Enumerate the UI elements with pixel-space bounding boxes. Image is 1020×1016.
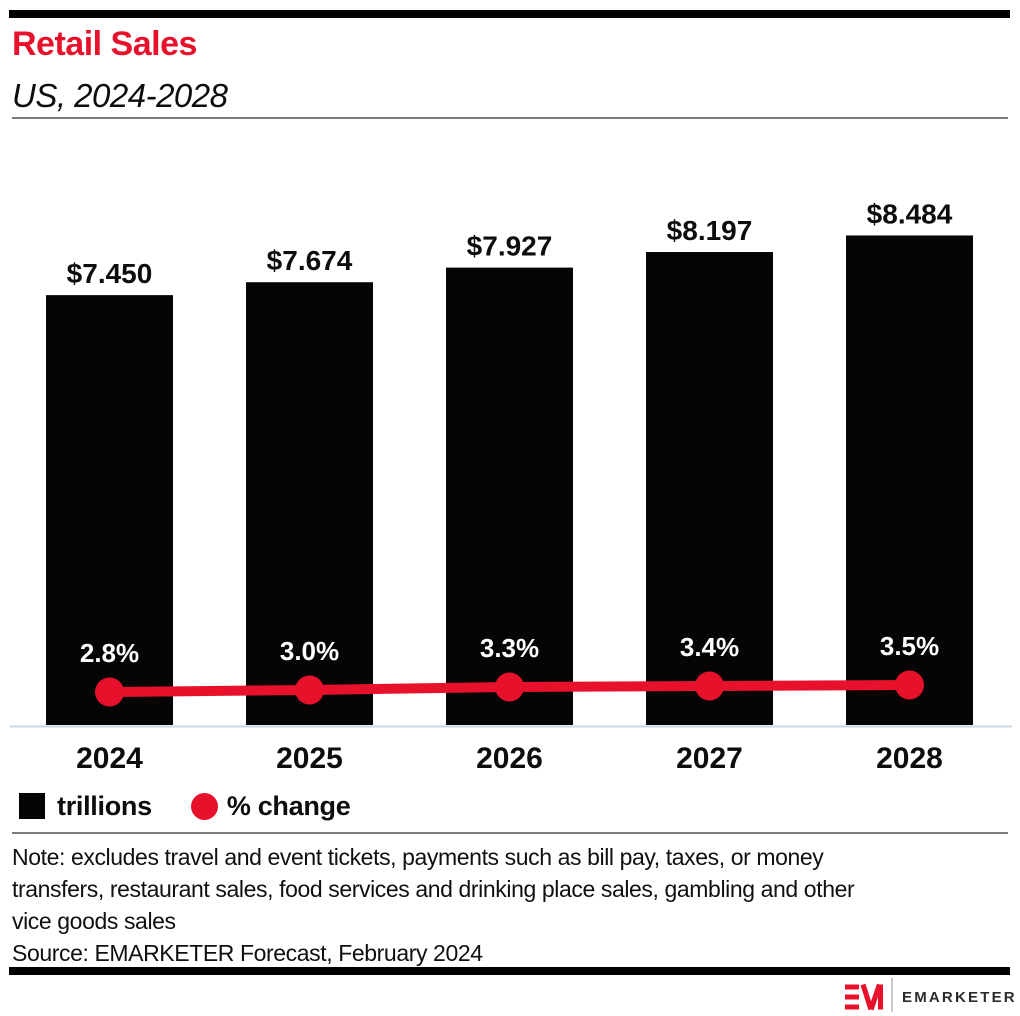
notes-divider xyxy=(12,832,1008,834)
source-line: Source: EMARKETER Forecast, February 202… xyxy=(12,940,483,966)
pct-dot-2025 xyxy=(295,675,324,705)
chart-legend: trillions % change xyxy=(19,790,351,821)
emarketer-logo: EMARKETER xyxy=(845,978,1017,1012)
logo-divider xyxy=(891,978,893,1012)
bar-value-label-2026: $7.927 xyxy=(467,231,553,262)
legend-line-label: % change xyxy=(226,790,351,821)
bar-value-label-2027: $8.197 xyxy=(667,215,753,246)
bar-2028 xyxy=(846,235,973,725)
logo-wordmark: EMARKETER xyxy=(902,988,1017,1006)
note-line-1: Note: excludes travel and event tickets,… xyxy=(12,844,824,870)
pct-label-2026: 3.3% xyxy=(480,633,539,663)
emarketer-logo-icon xyxy=(845,983,883,1011)
retail-sales-chart: $7.450 $7.674 $7.927 $8.197 $8.484 2.8% 3.0% 3.… xyxy=(10,198,1012,775)
legend-bar-swatch xyxy=(19,793,45,819)
bar-value-label-2028: $8.484 xyxy=(867,198,953,229)
note-line-3: vice goods sales xyxy=(12,908,176,934)
legend-line-swatch xyxy=(190,792,218,820)
bar-2025 xyxy=(246,282,373,725)
x-tick-label-2027: 2027 xyxy=(676,742,743,775)
header-divider xyxy=(12,117,1008,119)
pct-label-2024: 2.8% xyxy=(80,638,139,668)
note-line-2: transfers, restaurant sales, food servic… xyxy=(12,876,855,902)
chart-subtitle: US, 2024-2028 xyxy=(12,77,228,114)
pct-dot-2028 xyxy=(895,670,924,700)
bar-2026 xyxy=(446,267,573,725)
bar-2024 xyxy=(46,295,173,725)
chart-title: Retail Sales xyxy=(12,25,197,63)
pct-label-2028: 3.5% xyxy=(880,631,939,661)
x-tick-label-2026: 2026 xyxy=(476,742,543,775)
pct-dot-2027 xyxy=(695,671,724,701)
x-tick-label-2028: 2028 xyxy=(876,742,943,775)
bar-2027 xyxy=(646,252,773,726)
bar-value-label-2024: $7.450 xyxy=(67,258,153,289)
footnotes: Note: excludes travel and event tickets,… xyxy=(12,841,1008,969)
x-tick-label-2024: 2024 xyxy=(76,742,143,775)
x-tick-label-2025: 2025 xyxy=(276,742,343,775)
bottom-black-rule xyxy=(9,967,1010,975)
pct-label-2025: 3.0% xyxy=(280,636,339,666)
bar-value-label-2025: $7.674 xyxy=(267,245,353,276)
top-black-rule xyxy=(9,10,1010,18)
legend-bar-label: trillions xyxy=(57,790,152,821)
pct-label-2027: 3.4% xyxy=(680,632,739,662)
pct-dot-2024 xyxy=(95,677,124,707)
pct-dot-2026 xyxy=(495,672,524,702)
